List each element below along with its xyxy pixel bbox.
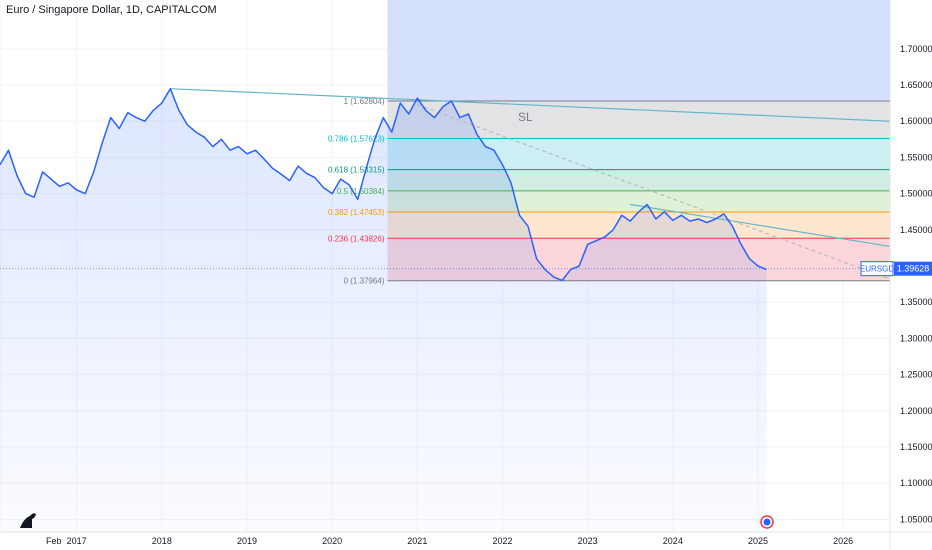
fib-label: 0.5 (1.50384) [337,187,385,196]
price-area [0,88,767,532]
x-tick-label: 2017 [67,536,87,546]
fib-top-zone [387,0,890,101]
y-tick-label: 1.20000 [900,406,932,416]
last-price-badge [894,261,932,276]
y-tick-label: 1.25000 [900,370,932,380]
logo-icon [20,513,36,528]
x-tick-label: Feb [46,536,62,546]
x-tick-label: 2020 [322,536,342,546]
trendline-lower [630,203,891,248]
y-tick-label: 1.50000 [900,189,932,199]
fib-label: 0.382 (1.47453) [328,208,385,217]
sl-label: SL [518,110,533,124]
fib-label: 0.786 (1.57623) [328,134,385,143]
chart-title: Euro / Singapore Dollar, 1D, CAPITALCOM [6,4,217,16]
y-tick-label: 1.65000 [900,80,932,90]
fib-label: 0.236 (1.43826) [328,234,385,243]
y-tick-label: 1.45000 [900,225,932,235]
y-tick-label: 1.60000 [900,116,932,126]
y-tick-label: 1.55000 [900,152,932,162]
trendline-upper [170,88,891,122]
y-tick-label: 1.15000 [900,442,932,452]
y-tick-label: 1.10000 [900,478,932,488]
symbol-badge [860,261,894,277]
x-tick-label: 2024 [663,536,683,546]
x-tick-label: 2025 [748,536,768,546]
fib-label: 1 (1.62804) [344,97,385,106]
x-tick-label: 2022 [492,536,512,546]
price-badge: EURSGD 1.39628 [860,261,932,277]
event-marker-core-icon [763,518,771,526]
y-tick-label: 1.05000 [900,514,932,524]
y-tick-label: 1.70000 [900,44,932,54]
price-line [0,87,767,282]
x-tick-label: 2018 [152,536,172,546]
x-tick-label: 2021 [407,536,427,546]
x-tick-label: 2026 [833,536,853,546]
symbol-label: EURSGD [860,265,894,274]
y-tick-label: 1.35000 [900,297,932,307]
x-tick-label: 2019 [237,536,257,546]
fib-zone [387,169,890,191]
last-price-label: 1.39628 [897,264,930,274]
y-tick-label: 1.30000 [900,333,932,343]
fib-label: 0.618 (1.53315) [328,166,385,175]
fib-label: 0 (1.37964) [344,277,385,286]
x-tick-label: 2023 [578,536,598,546]
